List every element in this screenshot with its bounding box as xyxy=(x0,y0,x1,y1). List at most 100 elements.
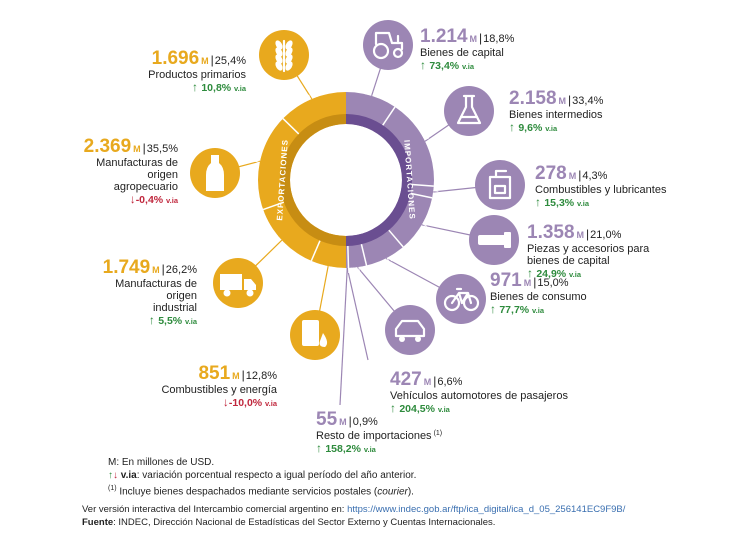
category-label-block: 427 M |6,6%Vehículos automotores de pasaje… xyxy=(390,369,568,415)
imports-tick xyxy=(418,229,423,234)
value-separator: | xyxy=(242,368,245,382)
value-number: 851 xyxy=(198,363,230,384)
imports-tick xyxy=(370,90,373,96)
imports-inner-band xyxy=(346,114,412,246)
imports-tick xyxy=(424,219,430,222)
exports-tick xyxy=(256,153,262,156)
category-label: Resto de importaciones (1) xyxy=(316,430,442,442)
imports-tick xyxy=(355,267,358,273)
category-label-block: 278 M |4,3%Combustibles y lubricantes↑ 15,… xyxy=(535,163,667,209)
arrow-down-icon: ↓ xyxy=(130,192,136,206)
imports-divider xyxy=(410,192,433,199)
source-label: Fuente xyxy=(82,517,114,528)
exports-tick xyxy=(308,94,312,100)
value-line: 1.358 M |21,0% xyxy=(527,222,622,243)
bicycle-icon xyxy=(436,274,486,324)
imports-tick xyxy=(384,258,388,264)
variation-line: ↑ 158,2% v.ia xyxy=(316,441,377,455)
variation-value: 158,2% xyxy=(325,443,364,455)
arrow-up-icon: ↑ xyxy=(527,266,536,280)
value-number: 278 xyxy=(535,163,567,184)
imports-tick xyxy=(380,260,383,266)
bolt-shaft xyxy=(478,235,506,245)
variation-line: ↑ 24,9% v.ia xyxy=(527,266,582,280)
share-value: 25,4% xyxy=(215,55,246,67)
value-line: 2.369 M |35,5% xyxy=(84,136,179,157)
footnote-courier: courier xyxy=(377,486,408,498)
imports-divider xyxy=(347,245,350,268)
value-number: 971 xyxy=(490,270,522,291)
via-term: v.ia xyxy=(120,470,137,481)
value-unit: M xyxy=(201,56,209,66)
category-label: origen xyxy=(147,169,178,181)
category-label-block: 2.369 M |35,5%Manufacturas deorigenagropec… xyxy=(84,136,179,206)
imports-tick xyxy=(432,197,438,200)
value-line: 1.696 M |25,4% xyxy=(152,48,247,69)
page-footer: Ver versión interactiva del Intercambio … xyxy=(82,503,625,529)
category-labels: 1.214 M |18,8%Bienes de capital↑ 73,4% v.i… xyxy=(84,20,667,455)
value-line: 55 M |0,9% xyxy=(316,409,378,430)
exports-tick xyxy=(328,266,330,272)
imports-divider xyxy=(411,183,434,187)
value-unit: M xyxy=(577,230,585,240)
imports-divider xyxy=(382,106,396,126)
icon-circle xyxy=(363,20,413,70)
value-number: 1.696 xyxy=(152,48,200,69)
value-number: 1.214 xyxy=(420,26,468,47)
value-separator: | xyxy=(162,262,165,276)
exports-inner-band xyxy=(280,114,346,246)
share-value: 12,8% xyxy=(246,370,277,382)
footnote-mark: (1) xyxy=(108,485,117,492)
category-label-block: 1.214 M |18,8%Bienes de capital↑ 73,4% v.i… xyxy=(420,26,515,72)
variation-value: -0,4% xyxy=(136,194,166,206)
share-value: 4,3% xyxy=(582,170,607,182)
variation-line: ↑ 73,4% v.ia xyxy=(420,58,475,72)
via-text: : variación porcentual respecto a igual … xyxy=(136,470,417,481)
imports-tick xyxy=(365,89,368,95)
exports-tick xyxy=(280,242,285,247)
imports-tick xyxy=(358,267,360,273)
exports-tick xyxy=(322,265,325,271)
share-value: 0,9% xyxy=(353,416,378,428)
imports-tick xyxy=(382,259,386,265)
category-label: origen xyxy=(166,290,197,302)
source-line: Fuente: INDEC, Dirección Nacional de Est… xyxy=(82,516,625,529)
arrow-up-icon: ↑ xyxy=(509,120,518,134)
category-label: Piezas y accesorios para xyxy=(527,243,650,255)
variation-suffix: v.ia xyxy=(569,270,582,279)
arrow-down-icon: ↓ xyxy=(223,395,229,409)
value-separator: | xyxy=(433,374,436,388)
variation-value: 9,6% xyxy=(518,122,545,134)
arrow-up-icon: ↑ xyxy=(420,58,429,72)
imports-tick xyxy=(426,142,432,145)
truck-icon xyxy=(213,258,263,308)
share-value: 26,2% xyxy=(166,264,197,276)
variation-value: 204,5% xyxy=(399,403,438,415)
variation-suffix: v.ia xyxy=(265,399,278,408)
exports-tick xyxy=(320,264,323,270)
variation-line: ↑ 204,5% v.ia xyxy=(390,401,451,415)
category-label: Bienes intermedios xyxy=(509,109,603,121)
imports-tick xyxy=(427,144,433,148)
variation-line: ↓-10,0% v.ia xyxy=(223,395,278,409)
imports-tick xyxy=(386,257,390,263)
interactive-version-link[interactable]: https://www.indec.gob.ar/ftp/ica_digital… xyxy=(347,504,626,515)
category-label: agropecuario xyxy=(114,181,178,193)
value-number: 55 xyxy=(316,409,338,430)
imports-ring xyxy=(346,92,434,268)
value-unit: M xyxy=(133,144,141,154)
arrow-up-icon: ↑ xyxy=(490,302,499,316)
value-unit: M xyxy=(524,278,532,288)
value-line: 427 M |6,6% xyxy=(390,369,463,390)
category-label: Productos primarios xyxy=(148,69,246,81)
exports-divider xyxy=(310,240,321,262)
footnote-text: Incluye bienes despachados mediante serv… xyxy=(116,486,378,498)
exports-tick xyxy=(315,91,318,97)
share-value: 33,4% xyxy=(572,95,603,107)
exports-tick xyxy=(255,158,261,161)
variation-value: 73,4% xyxy=(429,60,462,72)
imports-tick xyxy=(374,92,378,98)
share-value: 6,6% xyxy=(437,376,462,388)
variation-value: 24,9% xyxy=(536,268,569,280)
variation-suffix: v.ia xyxy=(532,306,545,315)
